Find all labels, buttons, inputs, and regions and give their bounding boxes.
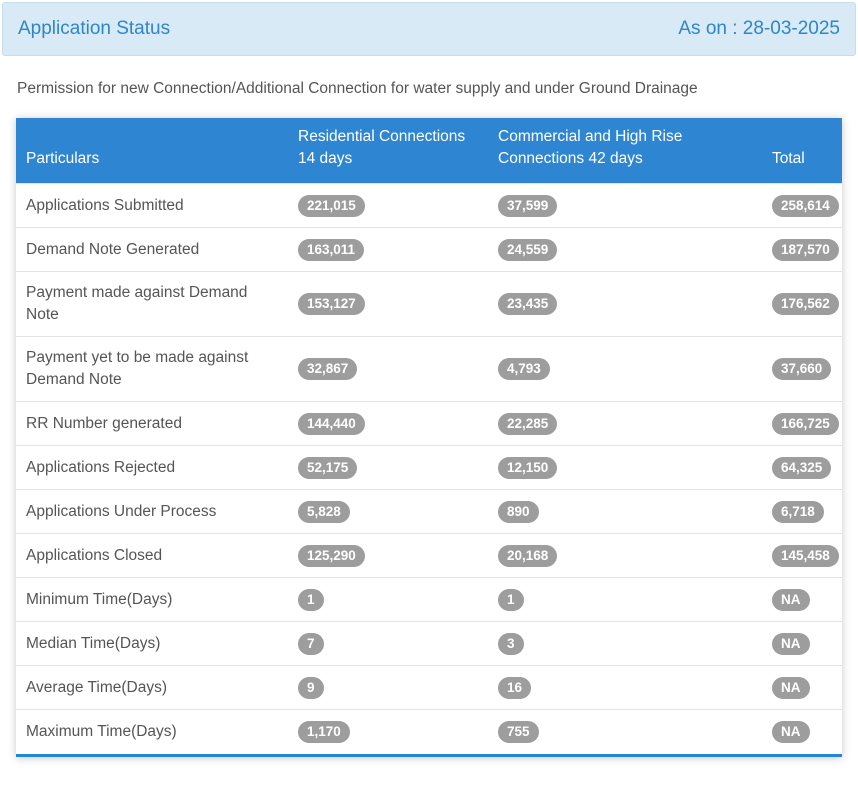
total-value-badge: 6,718	[772, 500, 824, 523]
total-value-badge: 187,570	[772, 238, 839, 261]
total-value-badge: 166,725	[772, 412, 839, 435]
as-on-date: As on : 28-03-2025	[678, 18, 840, 39]
residential-value-badge: 163,011	[298, 238, 365, 261]
commercial-value-badge: 16	[498, 676, 532, 699]
commercial-value-badge: 37,599	[498, 194, 558, 217]
total-value-badge: 37,660	[772, 358, 832, 380]
table-row: Payment made against Demand Note 153,127…	[16, 271, 842, 337]
residential-value-badge: 153,127	[298, 293, 365, 315]
residential-value-badge: 1	[298, 588, 324, 611]
residential-value-badge: 1,170	[298, 720, 350, 743]
table-row: Applications Closed 125,290 20,168 145,4…	[16, 533, 842, 578]
application-status-table-card: Particulars Residential Connections 14 d…	[16, 118, 842, 757]
residential-value-badge: 32,867	[298, 358, 358, 380]
row-label: Applications Rejected	[26, 458, 176, 476]
commercial-value-badge: 4,793	[498, 358, 550, 380]
column-header-commercial: Commercial and High Rise Connections 42 …	[488, 118, 762, 184]
commercial-value-badge: 23,435	[498, 293, 558, 315]
table-row: Minimum Time(Days) 1 1 NA	[16, 577, 842, 622]
table-body: Applications Submitted 221,015 37,599 25…	[16, 183, 842, 754]
total-value-badge: 258,614	[772, 194, 839, 217]
table-row: Average Time(Days) 9 16 NA	[16, 665, 842, 710]
commercial-value-badge: 755	[498, 720, 539, 743]
row-label: Applications Closed	[26, 546, 163, 564]
row-label: Payment made against Demand Note	[26, 284, 248, 323]
row-label: Average Time(Days)	[26, 678, 167, 696]
table-row: Median Time(Days) 7 3 NA	[16, 621, 842, 666]
commercial-value-badge: 24,559	[498, 238, 558, 261]
row-label: Applications Under Process	[26, 502, 217, 520]
commercial-value-badge: 1	[498, 588, 524, 611]
residential-value-badge: 7	[298, 632, 324, 655]
commercial-value-badge: 12,150	[498, 456, 558, 479]
row-label: Maximum Time(Days)	[26, 722, 177, 740]
table-header: Particulars Residential Connections 14 d…	[16, 118, 842, 184]
total-value-badge: 176,562	[772, 293, 839, 315]
table-row: RR Number generated 144,440 22,285 166,7…	[16, 401, 842, 446]
column-header-particulars: Particulars	[16, 118, 288, 184]
page-subtitle: Permission for new Connection/Additional…	[17, 80, 698, 97]
column-header-total: Total	[762, 118, 842, 184]
residential-value-badge: 9	[298, 676, 324, 699]
total-value-badge: 145,458	[772, 544, 839, 567]
table-row: Maximum Time(Days) 1,170 755 NA	[16, 709, 842, 754]
total-value-badge: NA	[772, 632, 810, 655]
total-value-badge: NA	[772, 720, 810, 743]
table-row: Applications Under Process 5,828 890 6,7…	[16, 489, 842, 534]
table-row: Applications Rejected 52,175 12,150 64,3…	[16, 445, 842, 490]
commercial-value-badge: 20,168	[498, 544, 558, 567]
row-label: Payment yet to be made against Demand No…	[26, 349, 249, 388]
row-label: Applications Submitted	[26, 196, 184, 214]
row-label: Demand Note Generated	[26, 240, 200, 258]
page-header: Application Status As on : 28-03-2025	[2, 2, 856, 56]
residential-value-badge: 221,015	[298, 194, 365, 217]
commercial-value-badge: 22,285	[498, 412, 558, 435]
commercial-value-badge: 3	[498, 632, 524, 655]
total-value-badge: NA	[772, 588, 810, 611]
residential-value-badge: 52,175	[298, 456, 358, 479]
page-title: Application Status	[18, 18, 171, 39]
application-status-table: Particulars Residential Connections 14 d…	[16, 118, 842, 754]
row-label: RR Number generated	[26, 414, 182, 432]
residential-value-badge: 144,440	[298, 412, 365, 435]
residential-value-badge: 125,290	[298, 544, 365, 567]
commercial-value-badge: 890	[498, 500, 539, 523]
row-label: Minimum Time(Days)	[26, 590, 173, 608]
total-value-badge: 64,325	[772, 456, 832, 479]
total-value-badge: NA	[772, 676, 810, 699]
row-label: Median Time(Days)	[26, 634, 161, 652]
table-row: Payment yet to be made against Demand No…	[16, 336, 842, 402]
table-row: Applications Submitted 221,015 37,599 25…	[16, 183, 842, 228]
column-header-residential: Residential Connections 14 days	[288, 118, 488, 184]
table-row: Demand Note Generated 163,011 24,559 187…	[16, 227, 842, 272]
residential-value-badge: 5,828	[298, 500, 350, 523]
